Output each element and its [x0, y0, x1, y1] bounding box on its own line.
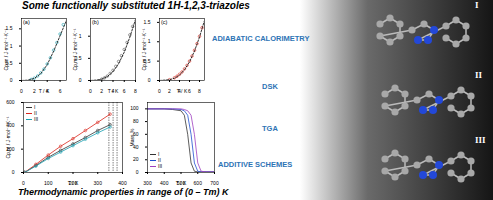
svg-text:0: 0: [89, 88, 92, 94]
svg-text:2: 2: [168, 88, 171, 94]
svg-text:1: 1: [10, 43, 13, 49]
svg-text:80: 80: [133, 118, 139, 124]
html-text:I: I: [34, 104, 36, 110]
html-text:Thermodynamic properties in ra: Thermodynamic properties in range of (0 …: [18, 187, 229, 197]
svg-text:8: 8: [198, 88, 201, 94]
svg-text:400: 400: [160, 180, 169, 186]
svg-text:0: 0: [10, 77, 13, 83]
svg-text:100: 100: [130, 105, 139, 111]
html-text:II: II: [475, 70, 482, 80]
svg-text:Cp,m / J·mol⁻¹·K⁻¹: Cp,m / J·mol⁻¹·K⁻¹: [141, 28, 147, 70]
svg-text:8: 8: [134, 88, 137, 94]
svg-text:1: 1: [148, 38, 151, 44]
svg-text:2: 2: [100, 88, 103, 94]
svg-text:40: 40: [132, 143, 139, 150]
svg-text:2: 2: [33, 88, 36, 94]
html-text:I: I: [475, 0, 479, 10]
svg-text:T / K: T / K: [68, 180, 79, 186]
svg-text:20: 20: [133, 156, 139, 162]
html-text:II: II: [158, 157, 161, 163]
svg-text:1.5: 1.5: [5, 25, 13, 32]
svg-text:0: 0: [136, 169, 139, 175]
svg-text:Mass %: Mass %: [129, 128, 135, 146]
svg-text:T / K: T / K: [176, 180, 187, 186]
svg-text:300: 300: [143, 180, 152, 186]
svg-text:0: 0: [79, 77, 82, 83]
svg-text:0.5: 0.5: [5, 59, 13, 66]
svg-text:Cp,m / J·mol⁻¹·K⁻¹: Cp,m / J·mol⁻¹·K⁻¹: [72, 28, 78, 70]
svg-text:0: 0: [12, 169, 15, 175]
svg-text:0: 0: [158, 88, 161, 94]
html-text:(a): (a): [23, 19, 30, 25]
svg-text:100: 100: [44, 180, 53, 186]
svg-text:0: 0: [22, 180, 25, 186]
svg-text:0: 0: [148, 77, 151, 83]
svg-text:1.5: 1.5: [144, 19, 151, 25]
svg-text:6: 6: [188, 88, 191, 94]
svg-text:700: 700: [210, 180, 219, 186]
svg-text:Cp,m / J·mol⁻¹·K⁻¹: Cp,m / J·mol⁻¹·K⁻¹: [5, 116, 11, 158]
svg-text:1: 1: [79, 33, 82, 39]
svg-text:Cp,m / J·mol⁻¹·K⁻¹: Cp,m / J·mol⁻¹·K⁻¹: [3, 28, 9, 70]
svg-text:600: 600: [6, 99, 15, 105]
html-text:ADIABATIC CALORIMETRY: ADIABATIC CALORIMETRY: [212, 34, 310, 43]
html-text:TGA: TGA: [262, 124, 278, 133]
html-text:DSK: DSK: [262, 82, 278, 91]
html-text:II: II: [34, 110, 37, 116]
svg-text:T / K: T / K: [108, 88, 119, 94]
html-text:(c): (c): [161, 19, 168, 25]
svg-text:300: 300: [94, 180, 103, 186]
svg-text:6: 6: [59, 88, 62, 94]
html-text:III: III: [475, 135, 486, 145]
svg-text:0: 0: [20, 88, 23, 94]
svg-text:60: 60: [132, 130, 139, 137]
svg-text:6: 6: [123, 88, 126, 94]
html-text:III: III: [34, 116, 39, 122]
html-text:III: III: [158, 163, 163, 169]
html-text:I: I: [158, 151, 160, 157]
svg-text:0.5: 0.5: [74, 55, 82, 61]
html-text:ADDITIVE SCHEMES: ADDITIVE SCHEMES: [218, 160, 293, 169]
svg-text:600: 600: [194, 180, 203, 186]
html-text:Some functionally substituted: Some functionally substituted 1H-1,2,3-t…: [22, 0, 250, 11]
svg-text:T / K: T / K: [177, 88, 188, 94]
svg-text:0.5: 0.5: [143, 57, 151, 64]
html-text:(b): (b): [92, 19, 99, 25]
svg-text:400: 400: [118, 180, 127, 186]
svg-text:T / K: T / K: [39, 88, 50, 94]
